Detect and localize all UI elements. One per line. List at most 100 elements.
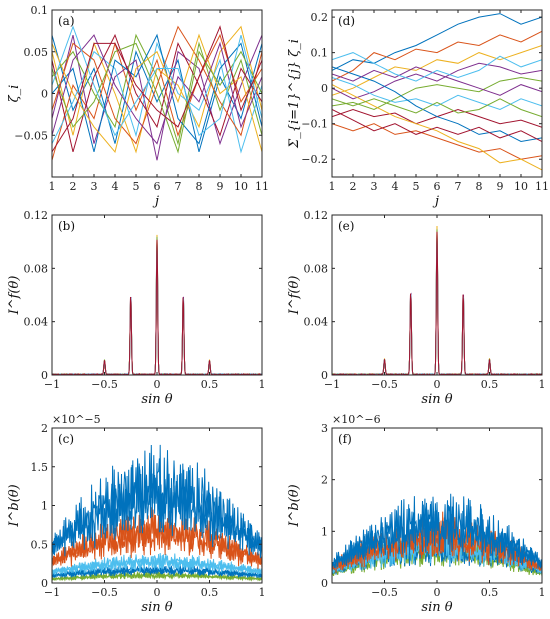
series-line xyxy=(52,42,262,154)
y-tick-label: 0.5 xyxy=(31,538,49,551)
y-tick-label: 0 xyxy=(321,369,328,382)
plot-area xyxy=(52,444,262,582)
x-tick-label: 1 xyxy=(259,586,266,599)
x-tick-label: 11 xyxy=(255,180,269,193)
series-line xyxy=(332,496,542,569)
panel-letter: (f) xyxy=(338,432,352,446)
panel-letter: (d) xyxy=(338,14,355,28)
x-tick-label: −0.5 xyxy=(91,378,118,391)
y-tick-label: 1 xyxy=(41,500,48,513)
series-line xyxy=(52,25,262,137)
x-tick-label: 0.5 xyxy=(481,378,499,391)
x-tick-label: 1 xyxy=(539,586,546,599)
x-tick-label: −1 xyxy=(324,378,340,391)
x-tick-label: 1 xyxy=(259,378,266,391)
panel-b: −1 −0.5 0 0.5 1 0 0.04 0.08 0.12 (b) sin θ I^f(θ) xyxy=(7,209,266,407)
plot-area xyxy=(332,13,542,171)
x-tick-label: 7 xyxy=(175,180,182,193)
x-tick-label: 1 xyxy=(329,180,336,193)
x-tick-label: 5 xyxy=(133,180,140,193)
plot-area xyxy=(332,493,542,577)
series-line xyxy=(52,33,262,153)
plot-area xyxy=(332,225,542,375)
series-line xyxy=(52,33,262,146)
y-tick-label: 0.04 xyxy=(304,316,329,329)
x-axis-label: j xyxy=(432,194,439,209)
x-tick-label: 4 xyxy=(392,180,399,193)
x-tick-label: 7 xyxy=(455,180,462,193)
x-tick-label: 0.5 xyxy=(201,378,219,391)
series-line xyxy=(332,52,542,82)
x-tick-label: −0.5 xyxy=(371,378,398,391)
panel-c: −1 −0.5 0 0.5 1 0 0.5 1 1.5 2 (c) sin θ I^b(θ) ×10^−5 xyxy=(7,413,266,615)
x-tick-label: 10 xyxy=(234,180,248,193)
x-tick-label: −0.5 xyxy=(371,586,398,599)
panel-letter: (e) xyxy=(338,219,354,233)
y-tick-label: −0.1 xyxy=(301,118,328,131)
y-tick-label: 0.08 xyxy=(24,262,49,275)
series-line xyxy=(332,123,542,160)
x-tick-label: 0 xyxy=(434,586,441,599)
series-line xyxy=(332,76,542,111)
panel-letter: (a) xyxy=(58,14,75,28)
x-axis-label: j xyxy=(152,194,159,209)
y-tick-label: 2 xyxy=(321,474,328,487)
series-line xyxy=(52,25,262,153)
y-axis-label: ζ_i xyxy=(7,85,22,103)
y-tick-label: −0.2 xyxy=(301,153,328,166)
y-tick-label: 0.2 xyxy=(311,11,329,24)
y-axis-label: I^b(θ) xyxy=(7,484,22,527)
x-axis-label: sin θ xyxy=(141,600,172,615)
x-tick-label: 0 xyxy=(154,586,161,599)
x-tick-label: 10 xyxy=(514,180,528,193)
y-axis-label: I^f(θ) xyxy=(287,276,302,316)
series-line xyxy=(52,25,262,145)
y-tick-label: 0.08 xyxy=(304,262,329,275)
y-tick-label: 0.04 xyxy=(24,316,49,329)
y-axis-label: I^f(θ) xyxy=(7,276,22,316)
x-axis-label: sin θ xyxy=(421,600,452,615)
y-axis-label: I^b(θ) xyxy=(287,484,302,527)
panel-e: −1 −0.5 0 0.5 1 0 0.04 0.08 0.12 (e) sin θ I^f(θ) xyxy=(287,209,546,407)
x-tick-label: 11 xyxy=(535,180,549,193)
y-tick-label: 0 xyxy=(41,369,48,382)
y-tick-label: 0.1 xyxy=(311,47,329,60)
x-tick-label: 6 xyxy=(154,180,161,193)
y-tick-label: 1.5 xyxy=(31,461,49,474)
y-tick-label: 2 xyxy=(41,422,48,435)
y-tick-label: 0 xyxy=(41,88,48,101)
x-tick-label: 6 xyxy=(434,180,441,193)
series-line xyxy=(52,33,262,153)
x-tick-label: 2 xyxy=(350,180,357,193)
x-tick-label: 1 xyxy=(49,180,56,193)
x-tick-label: −1 xyxy=(44,586,60,599)
series-line xyxy=(332,77,542,111)
y-tick-label: 0.1 xyxy=(31,4,49,17)
x-tick-label: 3 xyxy=(371,180,378,193)
x-tick-label: 0.5 xyxy=(481,586,499,599)
series-line xyxy=(52,571,262,582)
series-line xyxy=(52,239,262,375)
y-tick-label: 0 xyxy=(41,577,48,590)
x-tick-label: 4 xyxy=(112,180,119,193)
y-tick-label: 3 xyxy=(321,422,328,435)
y-tick-label: 1 xyxy=(321,525,328,538)
y-tick-label: 0.12 xyxy=(24,209,49,222)
plot-area xyxy=(52,234,262,375)
panel-letter: (b) xyxy=(58,219,75,233)
series-line xyxy=(332,30,542,82)
series-line xyxy=(332,108,542,128)
series-line xyxy=(332,66,542,96)
series-line xyxy=(332,231,542,375)
series-line xyxy=(332,13,542,71)
y-tick-label: 0.05 xyxy=(24,46,49,59)
y-tick-label: −0.05 xyxy=(14,129,48,142)
x-tick-label: 0 xyxy=(154,378,161,391)
axis-exponent: ×10^−6 xyxy=(332,413,381,426)
series-line xyxy=(52,564,262,579)
series-line xyxy=(332,66,542,143)
series-line xyxy=(52,34,262,145)
x-tick-label: 9 xyxy=(217,180,224,193)
panel-letter: (c) xyxy=(58,432,74,446)
